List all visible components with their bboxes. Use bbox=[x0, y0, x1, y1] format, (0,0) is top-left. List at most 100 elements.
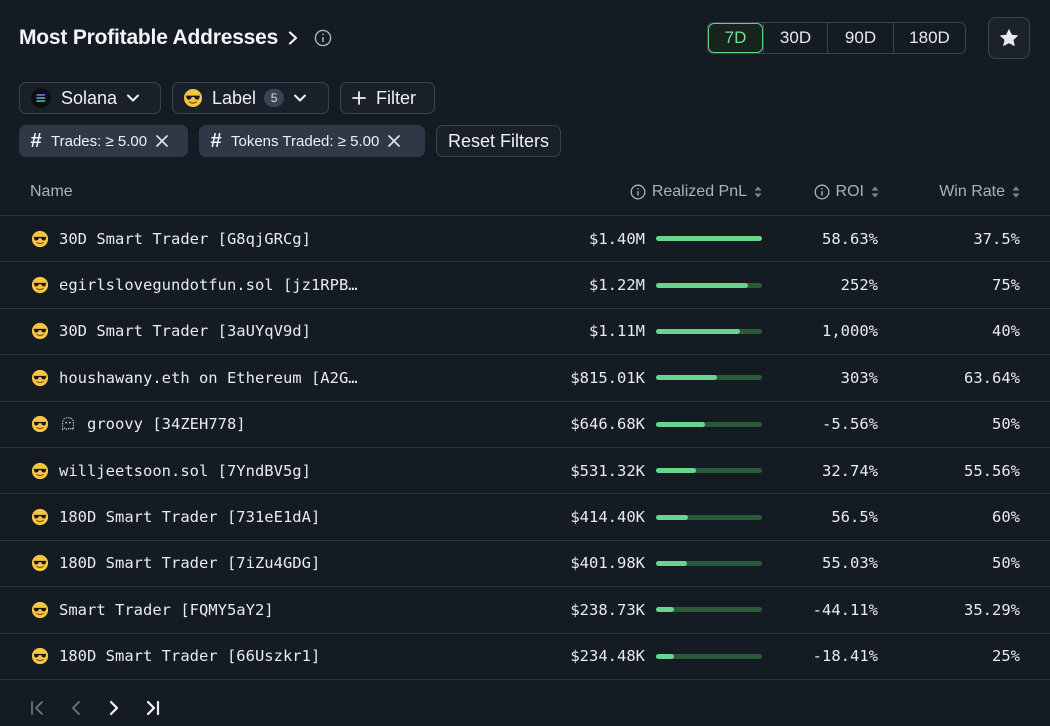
period-selector: 7D 30D 90D 180D bbox=[707, 22, 966, 54]
sort-icon[interactable] bbox=[753, 185, 763, 199]
address-name[interactable]: Smart Trader [FQMY5aY2] bbox=[59, 600, 274, 619]
period-30d-button[interactable]: 30D bbox=[763, 23, 827, 53]
table-row[interactable]: 30D Smart Trader [3aUYqV9d] $1.11M 1,000% 4… bbox=[0, 309, 1050, 356]
address-name-cell[interactable]: 30D Smart Trader [3aUYqV9d] bbox=[31, 309, 391, 354]
pnl-progress-bar bbox=[656, 421, 762, 427]
sunglasses-emoji-icon bbox=[31, 648, 49, 665]
win-rate-value: 60% bbox=[992, 508, 1020, 527]
address-name[interactable]: 180D Smart Trader [7iZu4GDG] bbox=[59, 554, 321, 573]
pnl-progress-fill bbox=[656, 653, 675, 659]
address-name-cell[interactable]: willjeetsoon.sol [7YndBV5g] bbox=[31, 448, 391, 493]
last-page-button[interactable] bbox=[142, 697, 162, 719]
address-name[interactable]: willjeetsoon.sol [7YndBV5g] bbox=[59, 461, 311, 480]
sort-icon[interactable] bbox=[870, 185, 880, 199]
column-header-label: Win Rate bbox=[939, 183, 1005, 200]
pnl-progress-bar bbox=[656, 653, 762, 659]
column-header-win-rate[interactable]: Win Rate bbox=[939, 168, 1021, 216]
column-header-roi[interactable]: ROI bbox=[814, 168, 880, 216]
realized-pnl-value: $1.40M bbox=[589, 229, 645, 248]
filter-tag-tokens-traded: # Tokens Traded: ≥ 5.00 bbox=[199, 125, 425, 157]
pnl-bar-cell bbox=[656, 587, 762, 632]
address-name[interactable]: groovy [34ZEH778] bbox=[87, 415, 246, 434]
address-name[interactable]: 30D Smart Trader [G8qjGRCg] bbox=[59, 229, 311, 248]
address-name[interactable]: egirlslovegundotfun.sol [jz1RPB… bbox=[59, 276, 358, 295]
period-90d-button[interactable]: 90D bbox=[827, 23, 893, 53]
first-page-button[interactable] bbox=[28, 697, 48, 719]
table-row[interactable]: egirlslovegundotfun.sol [jz1RPB… $1.22M 25… bbox=[0, 262, 1050, 309]
roi-value: 58.63% bbox=[822, 229, 878, 248]
address-name[interactable]: 180D Smart Trader [66Uszkr1] bbox=[59, 647, 321, 666]
table-row[interactable]: 180D Smart Trader [7iZu4GDG] $401.98K 55.0… bbox=[0, 541, 1050, 588]
add-filter-button[interactable]: Filter bbox=[340, 82, 435, 114]
address-name-cell[interactable]: 180D Smart Trader [66Uszkr1] bbox=[31, 634, 391, 679]
solana-logo-icon bbox=[31, 88, 51, 108]
table-row[interactable]: willjeetsoon.sol [7YndBV5g] $531.32K 32.74… bbox=[0, 448, 1050, 495]
pnl-progress-bar bbox=[656, 282, 762, 288]
sunglasses-emoji-icon bbox=[31, 369, 49, 386]
address-name-cell[interactable]: houshawany.eth on Ethereum [A2G… bbox=[31, 355, 391, 400]
table-row[interactable]: 180D Smart Trader [66Uszkr1] $234.48K -18.… bbox=[0, 634, 1050, 680]
table-row[interactable]: 180D Smart Trader [731eE1dA] $414.40K 56.5… bbox=[0, 494, 1050, 541]
label-filter-text: Label bbox=[212, 87, 257, 108]
win-rate-value: 37.5% bbox=[973, 229, 1020, 248]
previous-page-button[interactable] bbox=[66, 697, 86, 719]
pnl-progress-fill bbox=[656, 236, 762, 242]
filter-tag-text: Tokens Traded: ≥ 5.00 bbox=[231, 132, 380, 150]
hash-icon: # bbox=[30, 129, 42, 152]
address-name-cell[interactable]: 180D Smart Trader [7iZu4GDG] bbox=[31, 541, 391, 586]
chain-dropdown[interactable]: Solana bbox=[19, 82, 161, 114]
period-180d-button[interactable]: 180D bbox=[893, 23, 965, 53]
star-icon bbox=[1000, 29, 1018, 46]
address-name[interactable]: houshawany.eth on Ethereum [A2G… bbox=[59, 368, 358, 387]
roi-value: 303% bbox=[840, 368, 878, 387]
sunglasses-emoji-icon bbox=[31, 416, 49, 433]
pnl-progress-fill bbox=[656, 607, 675, 613]
info-icon[interactable] bbox=[630, 184, 646, 200]
sunglasses-emoji-icon bbox=[184, 89, 202, 107]
sunglasses-emoji-icon bbox=[31, 508, 49, 526]
pnl-progress-fill bbox=[656, 375, 718, 381]
win-rate-value: 35.29% bbox=[964, 600, 1020, 619]
realized-pnl-value: $238.73K bbox=[570, 600, 645, 619]
sunglasses-emoji-icon bbox=[31, 323, 49, 340]
address-name[interactable]: 30D Smart Trader [3aUYqV9d] bbox=[59, 322, 311, 341]
period-7d-button[interactable]: 7D bbox=[708, 23, 763, 53]
roi-value: -5.56% bbox=[822, 415, 878, 434]
pnl-progress-bar bbox=[656, 560, 762, 566]
close-icon[interactable] bbox=[387, 134, 401, 148]
next-page-button[interactable] bbox=[104, 697, 124, 719]
table-header: Name Realized PnL ROI Win Rate bbox=[0, 168, 1050, 216]
page-title[interactable]: Most Profitable Addresses bbox=[19, 26, 279, 49]
table-row[interactable]: groovy [34ZEH778] $646.68K -5.56% 50% bbox=[0, 402, 1050, 448]
favorite-button[interactable] bbox=[988, 17, 1030, 59]
address-name[interactable]: 180D Smart Trader [731eE1dA] bbox=[59, 508, 321, 527]
address-name-cell[interactable]: egirlslovegundotfun.sol [jz1RPB… bbox=[31, 262, 391, 307]
info-icon[interactable] bbox=[314, 29, 332, 47]
pnl-bar-cell bbox=[656, 216, 762, 261]
realized-pnl-value: $414.40K bbox=[570, 508, 645, 527]
page-header: Most Profitable Addresses bbox=[19, 22, 332, 54]
sunglasses-emoji-icon bbox=[31, 601, 49, 618]
table-row[interactable]: 30D Smart Trader [G8qjGRCg] $1.40M 58.63% 3… bbox=[0, 216, 1050, 263]
column-header-name[interactable]: Name bbox=[30, 183, 73, 200]
column-header-realized-pnl[interactable]: Realized PnL bbox=[630, 168, 763, 216]
address-name-cell[interactable]: 30D Smart Trader [G8qjGRCg] bbox=[31, 216, 391, 261]
sort-icon[interactable] bbox=[1011, 185, 1021, 199]
pnl-progress-fill bbox=[656, 328, 740, 334]
active-filters: # Trades: ≥ 5.00 # Tokens Traded: ≥ 5.00… bbox=[19, 125, 562, 157]
label-dropdown[interactable]: Label 5 bbox=[172, 82, 329, 114]
roi-value: 1,000% bbox=[822, 322, 878, 341]
chevron-right-icon[interactable] bbox=[286, 31, 300, 45]
table-row[interactable]: houshawany.eth on Ethereum [A2G… $815.01K… bbox=[0, 355, 1050, 402]
address-name-cell[interactable]: Smart Trader [FQMY5aY2] bbox=[31, 587, 391, 632]
ghost-icon bbox=[62, 417, 74, 431]
address-name-cell[interactable]: 180D Smart Trader [731eE1dA] bbox=[31, 494, 391, 539]
realized-pnl-value: $815.01K bbox=[570, 368, 645, 387]
info-icon[interactable] bbox=[814, 184, 830, 200]
address-name-cell[interactable]: groovy [34ZEH778] bbox=[31, 402, 391, 447]
table-row[interactable]: Smart Trader [FQMY5aY2] $238.73K -44.11% 35… bbox=[0, 587, 1050, 634]
reset-filters-button[interactable]: Reset Filters bbox=[436, 125, 562, 157]
close-icon[interactable] bbox=[155, 134, 169, 148]
label-count-badge: 5 bbox=[264, 89, 285, 107]
plus-icon bbox=[352, 91, 366, 105]
